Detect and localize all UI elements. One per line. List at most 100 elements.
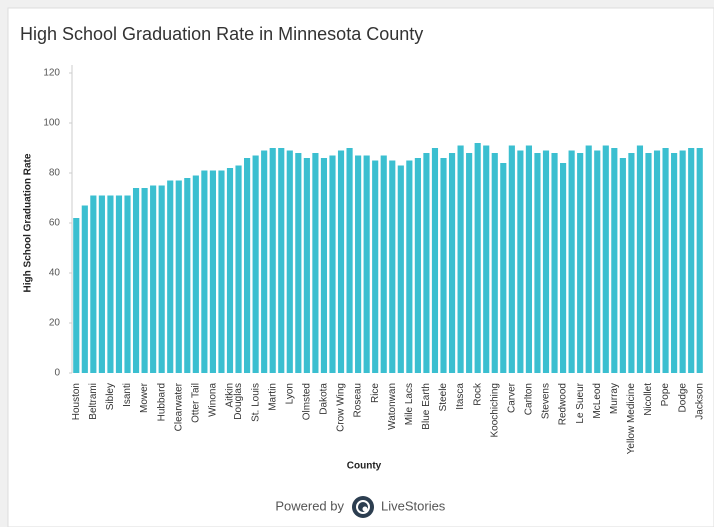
bar <box>235 165 242 373</box>
x-tick-label: Watonwan <box>387 383 398 430</box>
x-tick-label: St. Louis <box>250 383 261 422</box>
bar <box>423 153 430 373</box>
bar <box>269 148 276 373</box>
bar <box>363 155 370 373</box>
bar <box>602 145 609 373</box>
bar <box>585 145 592 373</box>
bar <box>508 145 515 373</box>
bar <box>688 148 695 373</box>
x-tick-label: Dakota <box>319 383 330 415</box>
bar <box>636 145 644 373</box>
bar <box>329 155 336 373</box>
bar <box>158 185 165 373</box>
bar <box>491 153 498 373</box>
bar <box>98 195 105 373</box>
y-tick-label: 100 <box>43 118 60 129</box>
x-tick-label: Olmsted <box>302 383 313 420</box>
bar <box>107 195 114 373</box>
bar <box>448 153 456 373</box>
bar <box>466 153 473 373</box>
bar <box>577 153 584 373</box>
bar <box>372 160 379 373</box>
bar <box>286 150 293 373</box>
bar <box>619 158 626 373</box>
x-tick-label: Le Sueur <box>575 382 586 423</box>
bar <box>337 150 345 373</box>
bar <box>90 195 97 373</box>
x-tick-label: Mile Lacs <box>404 383 415 425</box>
x-tick-label: Carlton <box>524 383 535 415</box>
x-tick-label: McLeod <box>592 383 603 419</box>
bar <box>150 185 157 373</box>
bar <box>141 188 148 373</box>
bar <box>662 148 669 373</box>
bar <box>175 180 182 373</box>
bar <box>414 158 421 373</box>
logo <box>352 496 374 518</box>
bar <box>483 145 490 373</box>
bar <box>252 155 259 373</box>
bar <box>500 163 507 373</box>
powered-by: Powered by <box>275 498 344 513</box>
bar <box>303 158 310 373</box>
bar <box>132 188 140 373</box>
bar <box>534 153 541 373</box>
chart-title: High School Graduation Rate in Minnesota… <box>20 24 423 44</box>
bar <box>244 158 251 373</box>
bar <box>355 155 362 373</box>
bar <box>679 150 686 373</box>
bar <box>628 153 635 373</box>
bar <box>525 145 532 373</box>
x-tick-label: Isanti <box>122 383 133 407</box>
x-tick-label: Hubbard <box>156 383 167 421</box>
x-tick-label: Stevens <box>541 383 552 419</box>
bar <box>389 160 396 373</box>
y-tick-label: 60 <box>49 218 61 229</box>
x-tick-label: Martin <box>267 383 278 411</box>
y-tick-label: 80 <box>49 168 61 179</box>
brand: LiveStories <box>381 498 446 513</box>
bar <box>551 153 558 373</box>
x-tick-label: Crow Wing <box>336 383 347 432</box>
x-tick-label: Carver <box>506 382 517 413</box>
x-tick-label: Clearwater <box>173 382 184 431</box>
x-tick-label: Nicollet <box>643 383 654 416</box>
bar <box>474 143 481 373</box>
bar <box>542 150 550 373</box>
x-tick-label: Itasca <box>455 383 466 410</box>
bar <box>73 218 80 373</box>
x-tick-label: Otter Tail <box>190 383 201 423</box>
x-tick-label: Houston <box>71 383 82 420</box>
x-tick-label: Redwood <box>558 383 569 425</box>
x-tick-label: Mower <box>139 382 150 413</box>
y-tick-label: 0 <box>54 368 60 379</box>
bar <box>124 195 131 373</box>
x-tick-label: Koochiching <box>489 383 500 437</box>
bar <box>261 150 268 373</box>
bar <box>568 150 575 373</box>
bar <box>192 175 199 373</box>
bar <box>397 165 404 373</box>
x-tick-label: Aitkin <box>225 383 236 407</box>
x-tick-label: Dodge <box>677 383 688 413</box>
y-tick-label: 40 <box>49 268 61 279</box>
bar <box>560 163 567 373</box>
bar <box>457 145 464 373</box>
bar <box>295 153 302 373</box>
x-tick-label: Rock <box>472 382 483 406</box>
x-tick-label: Douglas <box>233 383 244 420</box>
y-axis-label: High School Graduation Rate <box>23 153 34 292</box>
y-tick-label: 20 <box>49 318 61 329</box>
x-tick-label: Lyon <box>284 383 295 404</box>
x-tick-label: Beltrami <box>88 383 99 420</box>
bar <box>184 178 191 373</box>
x-tick-label: Sibley <box>105 383 116 410</box>
bar <box>209 170 216 373</box>
x-axis-label: County <box>347 461 382 472</box>
x-tick-label: Steele <box>438 383 449 412</box>
x-tick-label: Rice <box>370 383 381 403</box>
bar <box>517 150 524 373</box>
bar <box>346 148 353 373</box>
x-tick-label: Murray <box>609 383 620 414</box>
bar <box>645 153 652 373</box>
